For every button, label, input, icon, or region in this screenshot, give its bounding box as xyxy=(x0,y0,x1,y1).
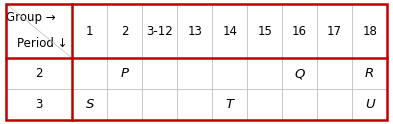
Text: R: R xyxy=(365,67,374,80)
Text: 3: 3 xyxy=(35,98,43,111)
Text: S: S xyxy=(86,98,94,111)
Bar xyxy=(212,89,247,120)
Bar xyxy=(177,58,212,89)
Bar xyxy=(247,58,282,89)
Bar xyxy=(352,58,387,89)
Bar xyxy=(142,4,177,58)
Text: 3-12: 3-12 xyxy=(147,25,173,38)
Bar xyxy=(247,4,282,58)
Text: 15: 15 xyxy=(257,25,272,38)
Bar xyxy=(107,58,142,89)
Bar xyxy=(177,89,212,120)
Bar xyxy=(107,89,142,120)
Bar xyxy=(72,58,107,89)
Bar xyxy=(6,58,72,89)
Text: 18: 18 xyxy=(362,25,377,38)
Bar xyxy=(72,4,107,58)
Bar xyxy=(247,89,282,120)
Text: 2: 2 xyxy=(35,67,43,80)
Text: 2: 2 xyxy=(121,25,129,38)
Text: 14: 14 xyxy=(222,25,237,38)
Bar xyxy=(282,58,317,89)
Bar xyxy=(6,89,72,120)
Text: T: T xyxy=(226,98,234,111)
Bar xyxy=(282,4,317,58)
Bar xyxy=(107,4,142,58)
Text: P: P xyxy=(121,67,129,80)
Bar xyxy=(6,4,72,58)
Text: Period ↓: Period ↓ xyxy=(17,37,68,50)
Text: 17: 17 xyxy=(327,25,342,38)
Bar xyxy=(317,58,352,89)
Bar xyxy=(282,89,317,120)
Bar xyxy=(142,89,177,120)
Bar xyxy=(317,89,352,120)
Text: U: U xyxy=(365,98,375,111)
Text: 1: 1 xyxy=(86,25,94,38)
Text: 16: 16 xyxy=(292,25,307,38)
Bar xyxy=(177,4,212,58)
Bar xyxy=(212,4,247,58)
Bar xyxy=(352,4,387,58)
Bar xyxy=(352,89,387,120)
Bar xyxy=(72,89,107,120)
Text: Q: Q xyxy=(294,67,305,80)
Bar xyxy=(212,58,247,89)
Bar xyxy=(142,58,177,89)
Text: 13: 13 xyxy=(187,25,202,38)
Bar xyxy=(317,4,352,58)
Text: Group →: Group → xyxy=(6,11,56,24)
